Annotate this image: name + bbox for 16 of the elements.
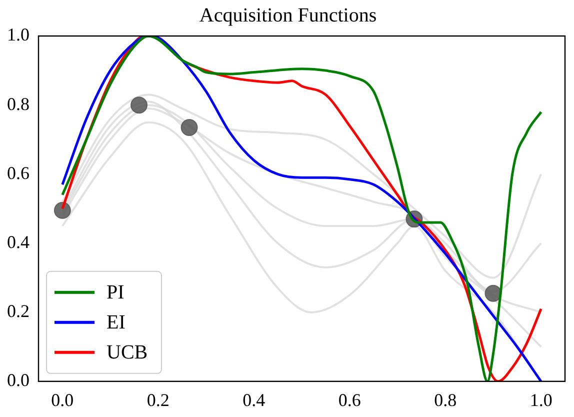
y-tick-label: 0.4 [7, 232, 30, 252]
chart-title: Acquisition Functions [199, 4, 377, 26]
y-tick-label: 0.0 [7, 370, 30, 390]
y-tick-label: 1.0 [7, 24, 30, 45]
y-tick-label: 0.6 [7, 162, 30, 183]
x-tick-label: 0.0 [51, 390, 74, 410]
x-tick-label: 0.4 [242, 390, 266, 410]
y-tick-label: 0.8 [7, 94, 30, 114]
x-tick-label: 0.6 [338, 390, 361, 410]
y-tick-label: 0.2 [7, 301, 30, 322]
x-tick-label: 0.2 [146, 390, 170, 410]
x-tick-label: 0.8 [434, 390, 457, 410]
legend-label: UCB [106, 342, 148, 364]
legend-label: EI [106, 312, 126, 334]
legend-label: PI [106, 282, 124, 304]
x-tick-label: 1.0 [530, 390, 552, 410]
